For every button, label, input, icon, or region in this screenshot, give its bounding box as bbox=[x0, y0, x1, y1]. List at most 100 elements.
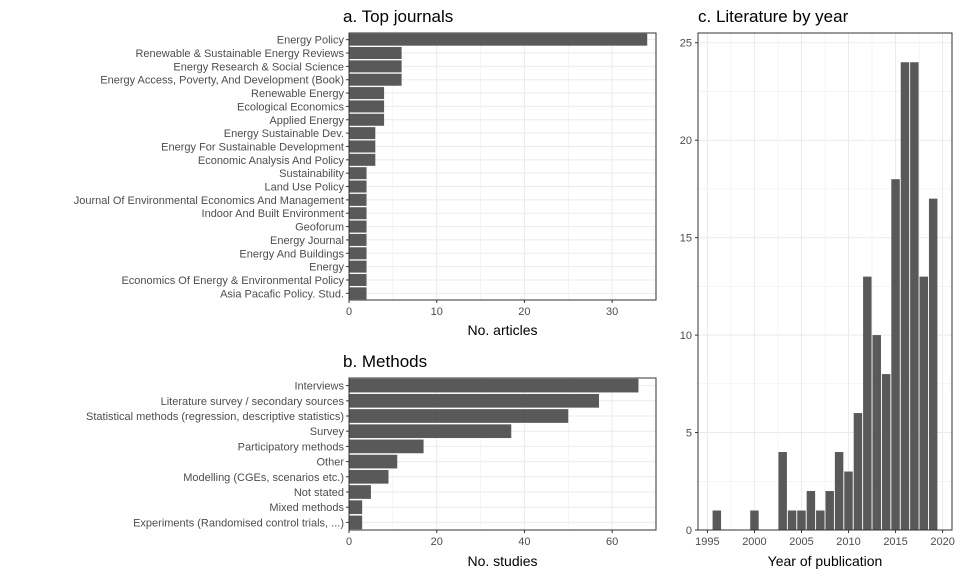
bar bbox=[349, 167, 367, 180]
y-tick-label: Interviews bbox=[294, 381, 344, 393]
y-tick-label: 5 bbox=[686, 428, 692, 440]
y-tick-label: Energy Journal bbox=[270, 235, 344, 247]
x-tick-label: 2020 bbox=[930, 536, 954, 548]
bar bbox=[919, 276, 929, 530]
panel-border bbox=[697, 32, 953, 531]
bar bbox=[349, 193, 367, 206]
y-tick-label: 25 bbox=[680, 38, 692, 50]
x-tick-label: 2000 bbox=[742, 536, 766, 548]
x-tick-label: 30 bbox=[606, 306, 618, 318]
x-tick-label: 10 bbox=[431, 306, 443, 318]
y-tick-label: Asia Pacafic Policy. Stud. bbox=[220, 288, 344, 300]
bar bbox=[349, 378, 639, 393]
bar bbox=[349, 87, 385, 100]
bar bbox=[872, 335, 881, 530]
y-tick-label: Mixed methods bbox=[269, 502, 344, 514]
x-tick-label: 2005 bbox=[789, 536, 813, 548]
bar bbox=[349, 439, 424, 454]
bar bbox=[349, 393, 599, 408]
bar bbox=[349, 515, 363, 530]
panel-border bbox=[348, 32, 657, 301]
y-tick-label: Energy Policy bbox=[277, 35, 345, 47]
bar bbox=[750, 510, 759, 530]
bar bbox=[816, 510, 825, 530]
bar bbox=[891, 179, 900, 531]
y-tick-label: Energy And Buildings bbox=[239, 248, 344, 260]
bar bbox=[349, 273, 367, 286]
x-tick-label: 60 bbox=[606, 536, 618, 548]
bar bbox=[806, 491, 816, 530]
y-tick-label: 10 bbox=[680, 330, 692, 342]
panel-title: a. Top journals bbox=[343, 7, 453, 26]
bar bbox=[349, 260, 367, 273]
panel-border bbox=[348, 377, 657, 531]
y-tick-label: Journal Of Environmental Economics And M… bbox=[74, 195, 344, 207]
y-tick-label: Geoforum bbox=[295, 222, 344, 234]
x-axis-title: Year of publication bbox=[768, 553, 883, 569]
x-tick-label: 0 bbox=[346, 306, 352, 318]
y-tick-label: Experiments (Randomised control trials, … bbox=[133, 517, 344, 529]
bar bbox=[349, 500, 363, 515]
bar bbox=[787, 510, 797, 530]
y-tick-label: Energy bbox=[309, 262, 344, 274]
bar bbox=[712, 510, 722, 530]
y-tick-label: Economics Of Energy & Environmental Poli… bbox=[121, 275, 344, 287]
y-tick-label: Not stated bbox=[294, 487, 344, 499]
x-axis-title: No. articles bbox=[467, 322, 537, 338]
bar bbox=[863, 276, 872, 530]
bar bbox=[349, 207, 367, 220]
x-tick-label: 20 bbox=[518, 306, 530, 318]
y-tick-label: Sustainability bbox=[279, 168, 344, 180]
y-tick-label: Indoor And Built Environment bbox=[202, 208, 344, 220]
y-tick-label: Renewable Energy bbox=[251, 88, 344, 100]
y-tick-label: Energy Sustainable Dev. bbox=[224, 128, 344, 140]
x-tick-label: 40 bbox=[518, 536, 530, 548]
y-tick-label: Energy Access, Poverty, And Development … bbox=[100, 75, 344, 87]
x-tick-label: 2010 bbox=[836, 536, 860, 548]
bar bbox=[349, 485, 371, 499]
y-tick-label: Statistical methods (regression, descrip… bbox=[86, 411, 344, 423]
y-tick-label: Renewable & Sustainable Energy Reviews bbox=[135, 48, 344, 60]
bar bbox=[349, 469, 389, 484]
bar bbox=[349, 424, 512, 439]
bar bbox=[349, 33, 648, 46]
bar bbox=[349, 233, 367, 246]
panel-title: b. Methods bbox=[343, 352, 427, 371]
y-tick-label: 15 bbox=[680, 233, 692, 245]
bar bbox=[900, 62, 910, 531]
bar bbox=[349, 454, 398, 469]
bar bbox=[349, 287, 367, 300]
y-tick-label: Literature survey / secondary sources bbox=[161, 396, 345, 408]
y-tick-label: Ecological Economics bbox=[237, 101, 344, 113]
y-tick-label: Survey bbox=[310, 426, 345, 438]
bar bbox=[349, 409, 569, 423]
bar bbox=[853, 413, 863, 530]
y-tick-label: Economic Analysis And Policy bbox=[198, 155, 345, 167]
bar bbox=[349, 100, 385, 113]
bar bbox=[349, 127, 376, 140]
y-tick-label: 20 bbox=[680, 135, 692, 147]
y-tick-label: Land Use Policy bbox=[265, 182, 345, 194]
bar bbox=[349, 140, 376, 153]
bar bbox=[797, 510, 806, 530]
bar bbox=[349, 153, 376, 166]
bar bbox=[778, 452, 787, 530]
bar bbox=[825, 491, 834, 530]
x-tick-label: 20 bbox=[431, 536, 443, 548]
bar bbox=[349, 180, 367, 193]
bar bbox=[928, 198, 938, 530]
panel-title: c. Literature by year bbox=[698, 7, 849, 26]
bar bbox=[349, 220, 367, 233]
y-tick-label: Participatory methods bbox=[238, 441, 345, 453]
x-tick-label: 2015 bbox=[883, 536, 907, 548]
bar bbox=[349, 113, 385, 126]
y-tick-label: Energy For Sustainable Development bbox=[161, 141, 344, 153]
y-tick-label: Modelling (CGEs, scenarios etc.) bbox=[183, 472, 344, 484]
x-axis-title: No. studies bbox=[467, 553, 537, 569]
bar bbox=[349, 47, 402, 60]
bar bbox=[910, 62, 919, 531]
x-tick-label: 1995 bbox=[695, 536, 719, 548]
x-tick-label: 0 bbox=[346, 536, 352, 548]
bar bbox=[844, 471, 853, 530]
